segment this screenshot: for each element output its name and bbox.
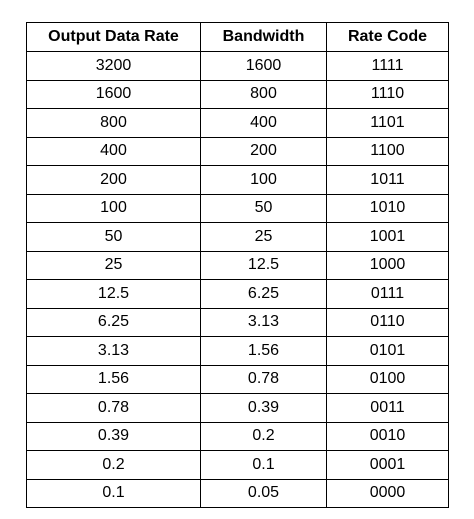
rate-code-cell: 0100	[326, 364, 449, 394]
output-data-rate-cell: 3.13	[26, 336, 201, 366]
bandwidth-cell: 0.39	[200, 393, 327, 423]
bandwidth-cell: 200	[200, 136, 327, 166]
bandwidth-cell: 0.78	[200, 364, 327, 394]
table-row: 400 200 1100	[26, 136, 449, 166]
table-row: 1.56 0.78 0100	[26, 364, 449, 394]
bandwidth-cell: 0.05	[200, 478, 327, 508]
rate-code-table: Output Data Rate Bandwidth Rate Code 320…	[26, 22, 449, 508]
table-row: 50 25 1001	[26, 222, 449, 252]
bandwidth-cell: 400	[200, 108, 327, 138]
output-data-rate-cell: 25	[26, 250, 201, 280]
table-row: 3.13 1.56 0101	[26, 336, 449, 366]
rate-code-cell: 1101	[326, 108, 449, 138]
rate-code-cell: 0111	[326, 279, 449, 309]
rate-code-cell: 1000	[326, 250, 449, 280]
table-row: 0.78 0.39 0011	[26, 393, 449, 423]
output-data-rate-cell: 100	[26, 193, 201, 223]
bandwidth-cell: 12.5	[200, 250, 327, 280]
rate-code-cell: 0010	[326, 421, 449, 451]
header-rate-code: Rate Code	[326, 22, 449, 52]
table-body: 3200 1600 1111 1600 800 1110 800 400 1101 400 200 1…	[26, 51, 449, 508]
rate-code-cell: 1001	[326, 222, 449, 252]
output-data-rate-cell: 400	[26, 136, 201, 166]
output-data-rate-cell: 1600	[26, 79, 201, 109]
bandwidth-cell: 3.13	[200, 307, 327, 337]
output-data-rate-cell: 0.1	[26, 478, 201, 508]
header-bandwidth: Bandwidth	[200, 22, 327, 52]
rate-code-cell: 0101	[326, 336, 449, 366]
rate-code-cell: 0000	[326, 478, 449, 508]
output-data-rate-cell: 1.56	[26, 364, 201, 394]
bandwidth-cell: 50	[200, 193, 327, 223]
bandwidth-cell: 0.2	[200, 421, 327, 451]
output-data-rate-cell: 6.25	[26, 307, 201, 337]
output-data-rate-cell: 0.78	[26, 393, 201, 423]
table-row: 1600 800 1110	[26, 79, 449, 109]
rate-code-cell: 1011	[326, 165, 449, 195]
rate-code-cell: 0001	[326, 450, 449, 480]
bandwidth-cell: 25	[200, 222, 327, 252]
rate-code-cell: 1111	[326, 51, 449, 81]
table-row: 0.1 0.05 0000	[26, 478, 449, 508]
rate-code-cell: 0110	[326, 307, 449, 337]
output-data-rate-cell: 50	[26, 222, 201, 252]
output-data-rate-cell: 12.5	[26, 279, 201, 309]
table-row: 0.2 0.1 0001	[26, 450, 449, 480]
bandwidth-cell: 6.25	[200, 279, 327, 309]
rate-code-cell: 1100	[326, 136, 449, 166]
rate-code-cell: 1010	[326, 193, 449, 223]
output-data-rate-cell: 800	[26, 108, 201, 138]
table-row: 12.5 6.25 0111	[26, 279, 449, 309]
table-row: 100 50 1010	[26, 193, 449, 223]
output-data-rate-cell: 3200	[26, 51, 201, 81]
table-header-row: Output Data Rate Bandwidth Rate Code	[26, 22, 449, 52]
table-row: 6.25 3.13 0110	[26, 307, 449, 337]
output-data-rate-cell: 0.39	[26, 421, 201, 451]
bandwidth-cell: 0.1	[200, 450, 327, 480]
bandwidth-cell: 100	[200, 165, 327, 195]
rate-code-cell: 1110	[326, 79, 449, 109]
rate-code-cell: 0011	[326, 393, 449, 423]
table-row: 200 100 1011	[26, 165, 449, 195]
header-output-data-rate: Output Data Rate	[26, 22, 201, 52]
bandwidth-cell: 800	[200, 79, 327, 109]
output-data-rate-cell: 0.2	[26, 450, 201, 480]
table-row: 25 12.5 1000	[26, 250, 449, 280]
bandwidth-cell: 1600	[200, 51, 327, 81]
output-data-rate-cell: 200	[26, 165, 201, 195]
table-row: 800 400 1101	[26, 108, 449, 138]
bandwidth-cell: 1.56	[200, 336, 327, 366]
table-row: 0.39 0.2 0010	[26, 421, 449, 451]
table-row: 3200 1600 1111	[26, 51, 449, 81]
